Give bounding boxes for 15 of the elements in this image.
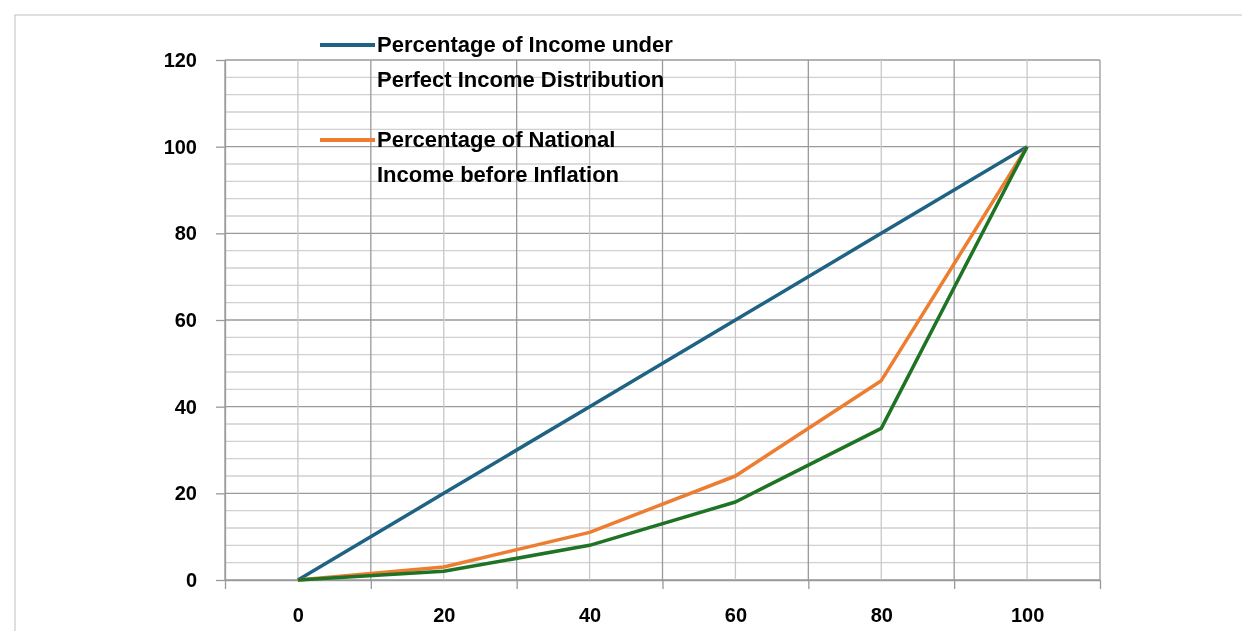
y-tick-label: 80	[174, 222, 197, 245]
y-tick-label: 120	[163, 48, 197, 71]
x-tick-label: 0	[292, 604, 304, 627]
x-tick-label: 60	[724, 604, 748, 627]
legend-label: Percentage of Income under Perfect Income Distribution	[377, 32, 674, 92]
x-tick-label: 80	[870, 604, 893, 627]
y-tick-label: 40	[174, 395, 197, 418]
x-tick-label: 40	[578, 604, 602, 627]
y-tick-label: 60	[174, 308, 197, 331]
legend-label: Percentage of National Income before Inflation	[377, 127, 620, 187]
x-tick-label: 20	[433, 604, 456, 627]
x-tick-label: 100	[1010, 604, 1045, 627]
y-tick-label: 0	[185, 568, 197, 591]
y-tick-label: 100	[163, 135, 197, 158]
y-tick-label: 20	[174, 482, 197, 505]
